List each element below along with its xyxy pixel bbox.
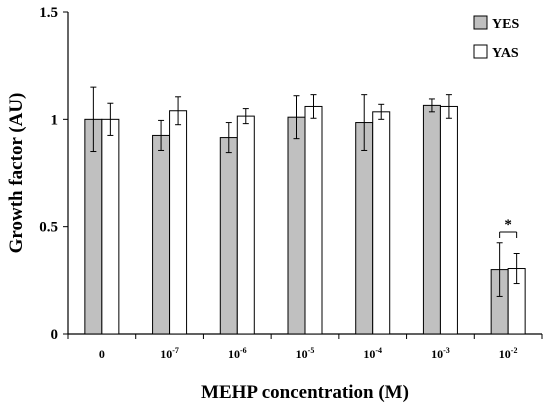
y-tick-label: 1 — [51, 112, 59, 128]
bar-yes — [152, 134, 171, 335]
x-axis-title: MEHP concentration (M) — [201, 382, 409, 403]
x-tick-label: 0 — [99, 347, 105, 361]
x-tick-base: 10 — [228, 347, 240, 361]
x-tick-base: 10 — [160, 347, 172, 361]
x-tick-label: 10-4 — [363, 346, 382, 361]
x-tick-exponent: -7 — [172, 346, 179, 355]
bar-yes — [355, 122, 374, 335]
bar-yas — [101, 118, 120, 335]
x-tick-label: 10-7 — [160, 346, 179, 361]
x-tick-exponent: -5 — [308, 346, 315, 355]
legend-label-yes: YES — [492, 17, 519, 32]
x-tick-exponent: -2 — [511, 346, 518, 355]
x-tick-base: 10 — [296, 347, 308, 361]
bar-yas — [169, 110, 188, 335]
bar-yas — [236, 115, 255, 335]
x-tick-exponent: -4 — [375, 346, 382, 355]
y-tick-label: 0 — [51, 327, 59, 343]
legend-label-yas: YAS — [492, 46, 519, 61]
bar-yes — [219, 137, 238, 335]
y-axis-title: Growth factor (AU) — [6, 93, 27, 254]
y-tick-label: 1.5 — [39, 5, 58, 21]
bar-yes — [287, 116, 306, 335]
x-tick-exponent: -6 — [240, 346, 247, 355]
x-tick-label: 10-2 — [499, 346, 518, 361]
y-tick-label: 0.5 — [39, 220, 58, 236]
x-tick-base: 0 — [99, 347, 105, 361]
bar-yas — [439, 105, 458, 335]
legend-swatch-yas — [473, 44, 488, 59]
x-tick-base: 10 — [431, 347, 443, 361]
legend-swatch-yes — [473, 15, 488, 30]
x-tick-label: 10-5 — [296, 346, 315, 361]
bar-yas — [304, 105, 323, 335]
x-tick-base: 10 — [363, 347, 375, 361]
x-tick-label: 10-3 — [431, 346, 450, 361]
bar-yes — [422, 104, 441, 335]
x-tick-label: 10-6 — [228, 346, 247, 361]
significance-star: * — [504, 217, 512, 233]
x-tick-exponent: -3 — [443, 346, 450, 355]
x-tick-base: 10 — [499, 347, 511, 361]
bar-yas — [372, 111, 391, 335]
